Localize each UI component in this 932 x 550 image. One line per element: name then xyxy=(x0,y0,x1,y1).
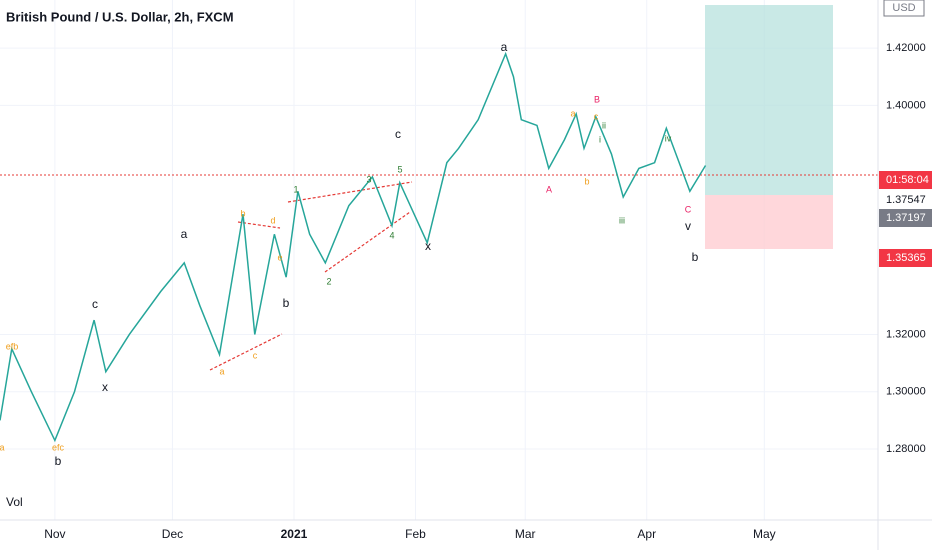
price-axis xyxy=(878,0,932,550)
wave-label: v xyxy=(685,219,691,233)
wave-label: ii xyxy=(602,120,606,130)
wave-label: i xyxy=(599,134,601,144)
wave-label: b xyxy=(692,250,699,264)
wave-label: 2 xyxy=(326,276,331,286)
wave-label: B xyxy=(594,94,600,104)
wave-label: c xyxy=(92,297,98,311)
wave-label: c xyxy=(395,127,401,141)
x-tick-label: Apr xyxy=(637,527,656,541)
x-tick-label: Nov xyxy=(44,527,65,541)
wave-label: b xyxy=(584,176,589,186)
y-tick-label: 1.32000 xyxy=(886,328,926,340)
volume-label: Vol xyxy=(6,495,23,509)
wave-label: 1 xyxy=(293,184,298,194)
price-tag xyxy=(879,209,932,227)
wave-label: e xyxy=(277,252,282,262)
wave-label: c xyxy=(253,350,258,360)
price-tag-label: 1.35365 xyxy=(886,252,926,264)
x-tick-label: Feb xyxy=(405,527,426,541)
x-tick-label: Dec xyxy=(162,527,183,541)
wave-label: a xyxy=(181,227,188,241)
wave-label: C xyxy=(685,204,692,214)
price-tag-label: 1.37197 xyxy=(886,212,926,224)
wave-label: x xyxy=(102,380,108,394)
currency-label: USD xyxy=(892,2,915,14)
trendlines xyxy=(209,181,413,371)
wave-label: c xyxy=(594,111,599,121)
wave-label: iii xyxy=(619,215,625,225)
y-tick-label: 1.40000 xyxy=(886,99,926,111)
chart-title: British Pound / U.S. Dollar, 2h, FXCM xyxy=(6,9,234,24)
x-tick-label: May xyxy=(753,527,776,541)
wave-label: b xyxy=(283,296,290,310)
wave-label: 5 xyxy=(397,164,402,174)
loss-zone xyxy=(705,195,833,249)
x-tick-label: Mar xyxy=(515,527,536,541)
wave-label: iv xyxy=(665,133,672,143)
wave-label: a xyxy=(219,366,224,376)
y-tick-label: 1.42000 xyxy=(886,42,926,54)
wave-label: efc xyxy=(52,442,65,452)
price-tag-label: 1.37547 xyxy=(886,194,926,206)
profit-zone xyxy=(705,5,833,195)
price-line-series xyxy=(0,51,707,443)
wave-label: x xyxy=(425,239,431,253)
price-tag xyxy=(879,191,932,209)
y-tick-label: 1.28000 xyxy=(886,443,926,455)
wave-label: a xyxy=(501,40,508,54)
wave-label: d xyxy=(270,215,275,225)
x-tick-label: 2021 xyxy=(281,527,308,541)
wave-label: b xyxy=(240,208,245,218)
wave-label: 3 xyxy=(366,174,371,184)
wave-label: a xyxy=(0,442,5,452)
wave-label: b xyxy=(55,454,62,468)
wave-label: a xyxy=(570,108,575,118)
price-tag xyxy=(879,249,932,267)
wave-label: 4 xyxy=(389,230,394,240)
grid xyxy=(0,0,878,520)
y-tick-label: 1.30000 xyxy=(886,386,926,398)
price-tag xyxy=(879,171,932,189)
wave-label: A xyxy=(546,184,552,194)
wave-label: efb xyxy=(6,341,19,351)
currency-button[interactable] xyxy=(883,0,925,17)
price-tag-label: 01:58:04 xyxy=(886,174,929,186)
